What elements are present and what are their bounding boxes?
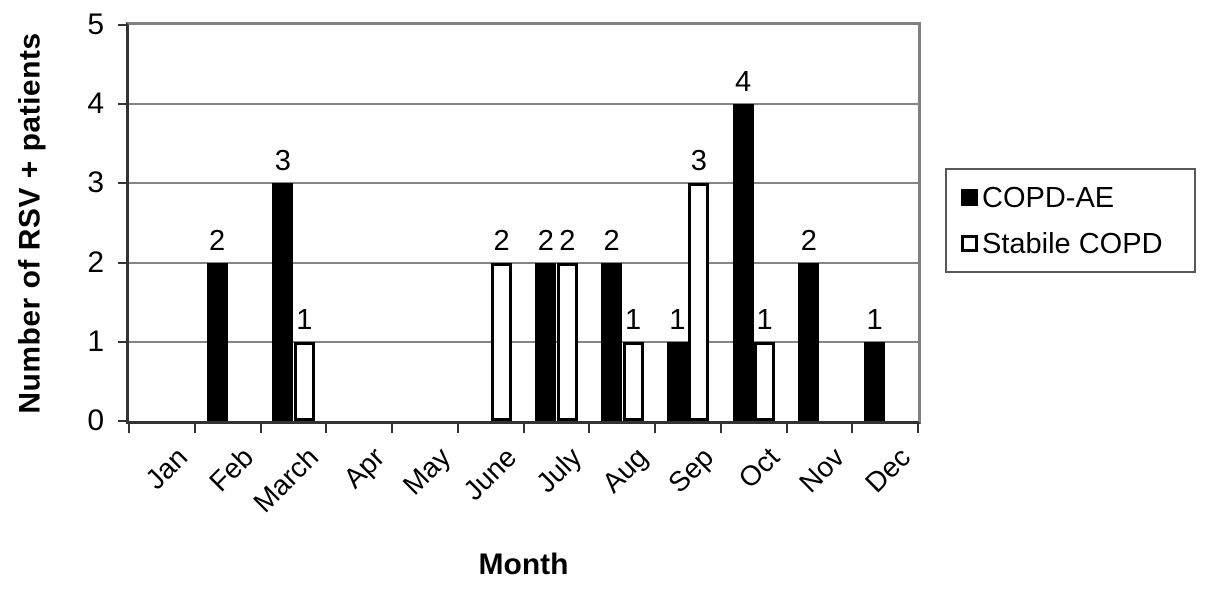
y-tick-mark xyxy=(118,261,128,264)
bar-value-label-copd-ae-feb: 2 xyxy=(209,224,226,257)
bar-value-label-copd-ae-march: 3 xyxy=(274,145,291,178)
legend-label-copd-ae: COPD-AE xyxy=(982,181,1115,214)
bar-stabile-copd-july xyxy=(556,262,578,421)
bar-copd-ae-oct xyxy=(732,104,754,421)
open-square-icon xyxy=(961,235,978,252)
legend-entry-copd-ae: COPD-AE xyxy=(961,183,1194,213)
y-tick-mark xyxy=(118,103,128,106)
bar-copd-ae-dec xyxy=(864,341,886,421)
y-axis-title: Number of RSV + patients xyxy=(2,25,60,421)
gridline-1 xyxy=(129,340,918,343)
x-tick-mark xyxy=(325,424,328,433)
bar-copd-ae-nov xyxy=(798,262,820,421)
bar-value-label-stabile-copd-march: 1 xyxy=(296,303,313,336)
y-tick-mark xyxy=(118,24,128,26)
bar-copd-ae-feb xyxy=(206,262,228,421)
bar-value-label-copd-ae-nov: 2 xyxy=(800,224,817,257)
bar-value-label-stabile-copd-sep: 3 xyxy=(690,145,707,178)
bar-stabile-copd-oct xyxy=(754,341,776,421)
bar-value-label-copd-ae-sep: 1 xyxy=(669,303,686,336)
bar-value-label-copd-ae-oct: 4 xyxy=(735,66,752,99)
gridline-3 xyxy=(129,182,918,185)
x-tick-mark xyxy=(456,424,459,433)
bar-copd-ae-march xyxy=(272,183,294,421)
y-tick-label-5: 5 xyxy=(87,8,104,41)
bar-value-label-stabile-copd-oct: 1 xyxy=(756,303,773,336)
x-tick-mark xyxy=(193,424,196,433)
bar-stabile-copd-aug xyxy=(622,341,644,421)
x-tick-mark xyxy=(785,424,788,433)
filled-square-icon xyxy=(961,189,978,206)
bar-stabile-copd-june xyxy=(491,262,513,421)
bar-copd-ae-july xyxy=(535,262,557,421)
bar-value-label-copd-ae-aug: 2 xyxy=(603,224,620,257)
legend-entry-stabile-copd: Stabile COPD xyxy=(961,229,1194,259)
y-tick-label-2: 2 xyxy=(87,245,104,279)
x-tick-mark xyxy=(851,424,854,433)
x-tick-mark xyxy=(917,424,919,433)
bar-copd-ae-sep xyxy=(666,341,688,421)
gridline-2 xyxy=(129,261,918,264)
bar-stabile-copd-sep xyxy=(688,183,710,421)
x-tick-mark xyxy=(588,424,591,433)
legend: COPD-AE Stabile COPD xyxy=(945,168,1196,273)
x-tick-mark xyxy=(522,424,525,433)
bar-value-label-copd-ae-july: 2 xyxy=(537,224,554,257)
x-axis-title: Month xyxy=(478,548,569,581)
bar-value-label-stabile-copd-aug: 1 xyxy=(625,303,642,336)
bar-value-label-stabile-copd-june: 2 xyxy=(493,224,510,257)
gridline-4 xyxy=(129,103,918,106)
x-tick-mark xyxy=(654,424,656,433)
y-tick-mark xyxy=(118,420,128,422)
y-tick-label-3: 3 xyxy=(87,166,104,200)
y-tick-label-1: 1 xyxy=(87,324,104,358)
x-tick-mark xyxy=(391,424,393,433)
y-tick-mark xyxy=(118,340,128,343)
x-tick-mark xyxy=(128,424,130,433)
y-tick-label-0: 0 xyxy=(87,404,104,437)
bar-stabile-copd-march xyxy=(293,341,315,421)
x-tick-mark xyxy=(259,424,262,433)
x-tick-mark xyxy=(719,424,722,433)
y-tick-mark xyxy=(118,182,128,185)
bar-copd-ae-aug xyxy=(601,262,623,421)
bar-value-label-copd-ae-dec: 1 xyxy=(866,303,883,336)
y-tick-label-4: 4 xyxy=(87,87,104,121)
legend-label-stabile-copd: Stabile COPD xyxy=(982,227,1163,260)
bar-value-label-stabile-copd-july: 2 xyxy=(559,224,576,257)
